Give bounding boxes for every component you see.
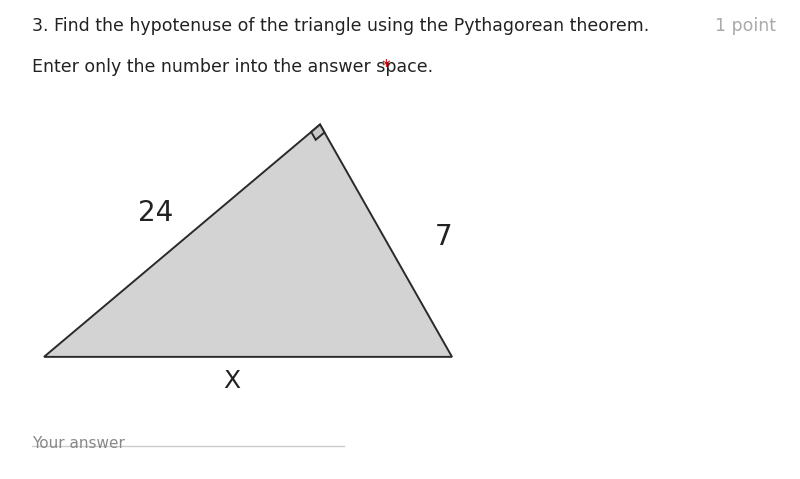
Text: Enter only the number into the answer space.: Enter only the number into the answer sp… [32,58,438,77]
Text: *: * [382,58,390,77]
Polygon shape [311,125,325,140]
Text: 24: 24 [138,199,174,227]
Polygon shape [44,125,452,357]
Text: 1 point: 1 point [715,17,776,35]
Text: 3. Find the hypotenuse of the triangle using the Pythagorean theorem.: 3. Find the hypotenuse of the triangle u… [32,17,650,35]
Text: Your answer: Your answer [32,436,125,451]
Text: X: X [223,369,241,393]
Text: 7: 7 [435,223,453,251]
